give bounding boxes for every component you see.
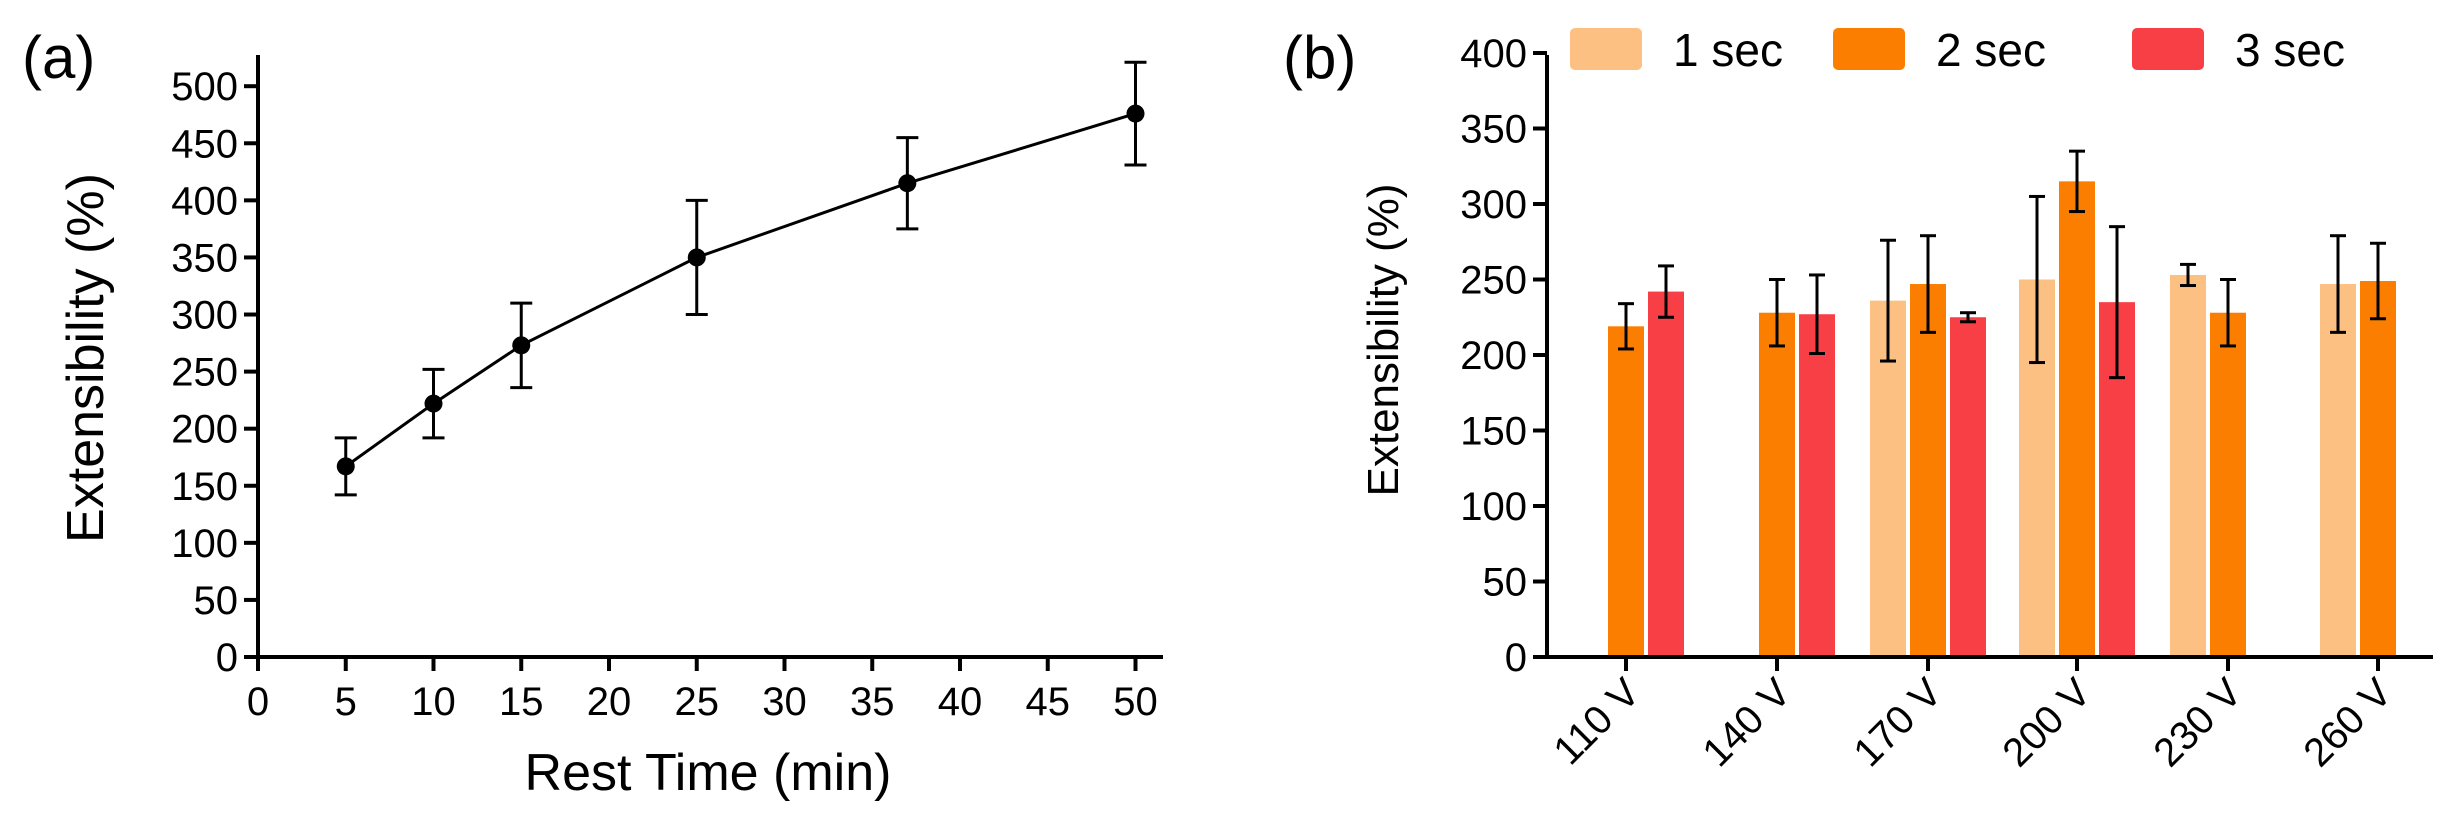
panel-b-y-tick-label: 200 bbox=[1460, 334, 1527, 378]
panel-b-extensibility-by-voltage: (b) Extensibility (%) 0 50 100 150 200 250 300… bbox=[1283, 24, 2433, 775]
panel-a-data-point bbox=[336, 457, 355, 476]
legend-label: 1 sec bbox=[1673, 24, 1783, 76]
panel-b-y-tick-label: 100 bbox=[1460, 485, 1527, 529]
panel-a-x-tick-label: 20 bbox=[587, 680, 632, 724]
panel-a-y-tick-label: 150 bbox=[171, 465, 238, 509]
panel-a-x-axis-title: Rest Time (min) bbox=[525, 744, 892, 802]
panel-a-x-tick-label: 15 bbox=[499, 680, 544, 724]
panel-a-data-point bbox=[687, 248, 706, 267]
panel-a-data-point bbox=[1126, 104, 1145, 123]
legend-swatch bbox=[1570, 28, 1642, 70]
panel-a-y-tick-label: 250 bbox=[171, 351, 238, 395]
panel-b-bar bbox=[2170, 274, 2206, 655]
panel-b-bar bbox=[1910, 284, 1946, 655]
panel-b-y-tick-label: 300 bbox=[1460, 183, 1527, 227]
panel-b-y-tick-label: 0 bbox=[1505, 636, 1527, 680]
panel-b-y-tick-label: 50 bbox=[1483, 561, 1528, 605]
panel-b-category-label: 230 V bbox=[2145, 670, 2250, 775]
panel-a-x-tick-label: 30 bbox=[762, 680, 807, 724]
panel-b-bar bbox=[2320, 284, 2356, 655]
panel-a-x-tick-label: 0 bbox=[247, 680, 269, 724]
panel-a-x-tick-label: 10 bbox=[411, 680, 456, 724]
panel-b-bar bbox=[1950, 317, 1986, 655]
panel-b-y-tick-label: 250 bbox=[1460, 259, 1527, 303]
legend-swatch bbox=[2132, 28, 2204, 70]
panel-a-y-axis-title: Extensibility (%) bbox=[57, 173, 115, 543]
panel-a-y-tick-label: 500 bbox=[171, 65, 238, 109]
panel-b-bar bbox=[2360, 281, 2396, 655]
legend-label: 2 sec bbox=[1936, 24, 2046, 76]
panel-a-data-point bbox=[424, 394, 443, 413]
panel-b-category-label: 260 V bbox=[2295, 670, 2400, 775]
panel-b-bar bbox=[1608, 326, 1644, 655]
panel-b-bar bbox=[2059, 181, 2095, 655]
panel-b-category-label: 170 V bbox=[1845, 670, 1950, 775]
panel-a-y-tick-label: 0 bbox=[216, 636, 238, 680]
panel-a-y-tick-label: 450 bbox=[171, 122, 238, 166]
panel-a-y-tick-label: 50 bbox=[194, 579, 239, 623]
panel-b-bar bbox=[1759, 312, 1795, 655]
legend-swatch bbox=[1833, 28, 1905, 70]
panel-b-legend: 1 sec 2 sec 3 sec bbox=[1570, 24, 2345, 76]
panel-b-label: (b) bbox=[1283, 24, 1356, 91]
panel-a-label: (a) bbox=[22, 24, 95, 91]
panel-a-y-tick-label: 300 bbox=[171, 294, 238, 338]
panel-b-y-tick-label: 350 bbox=[1460, 108, 1527, 152]
panel-b-category-label: 200 V bbox=[1994, 670, 2099, 775]
panel-a-x-tick-label: 5 bbox=[335, 680, 357, 724]
panel-b-bar bbox=[2210, 312, 2246, 655]
panel-a-data-point bbox=[898, 174, 917, 193]
panel-b-y-tick-label: 400 bbox=[1460, 32, 1527, 76]
panel-a-data-point bbox=[512, 336, 531, 355]
legend-label: 3 sec bbox=[2235, 24, 2345, 76]
panel-a-x-tick-label: 50 bbox=[1113, 680, 1158, 724]
panel-a-y-tick-label: 200 bbox=[171, 408, 238, 452]
panel-a-y-tick-label: 100 bbox=[171, 522, 238, 566]
panel-a-x-tick-label: 25 bbox=[675, 680, 720, 724]
panel-a-x-tick-label: 40 bbox=[938, 680, 983, 724]
panel-b-y-axis-title: Extensibility (%) bbox=[1359, 184, 1408, 497]
panel-a-y-tick-label: 400 bbox=[171, 179, 238, 223]
panel-b-bar bbox=[1648, 291, 1684, 655]
panel-b-y-tick-label: 150 bbox=[1460, 410, 1527, 454]
panel-a-y-tick-label: 350 bbox=[171, 236, 238, 280]
panel-b-category-label: 110 V bbox=[1545, 670, 1648, 773]
panel-a-series-line bbox=[344, 112, 1136, 468]
panel-b-category-label: 140 V bbox=[1694, 670, 1799, 775]
panel-b-bar bbox=[1799, 314, 1835, 655]
panel-a-extensibility-vs-rest-time: (a) Extensibility (%) Rest Time (min) 0 5… bbox=[22, 24, 1163, 802]
panel-a-x-tick-label: 35 bbox=[850, 680, 895, 724]
panel-a-x-tick-label: 45 bbox=[1026, 680, 1071, 724]
